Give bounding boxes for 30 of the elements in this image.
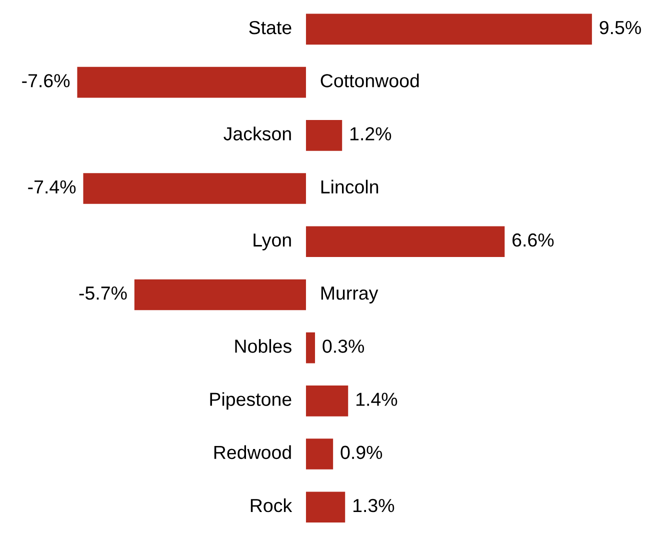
data-label: -7.4%	[28, 180, 76, 194]
bar	[306, 14, 592, 45]
data-label: 9.5%	[600, 20, 641, 34]
data-label: 1.2%	[350, 127, 392, 140]
bar	[77, 66, 306, 98]
y-tick-label: State	[249, 20, 292, 34]
bar	[83, 173, 306, 204]
data-label: -7.6%	[22, 74, 70, 88]
data-label: 0.9%	[340, 446, 382, 460]
bar	[306, 332, 316, 364]
data-label: 1.3%	[353, 498, 394, 512]
data-label: 6.6%	[512, 233, 554, 247]
bar	[306, 386, 348, 416]
data-label: -5.7%	[79, 286, 127, 300]
bar	[306, 438, 334, 470]
y-tick-label: Lyon	[254, 234, 291, 250]
data-label: 1.4%	[356, 392, 398, 406]
bar	[306, 120, 342, 151]
y-tick-label: Nobles	[235, 339, 292, 353]
bar	[134, 279, 306, 310]
bar	[306, 226, 505, 258]
y-tick-label: Jackson	[224, 126, 291, 140]
bar	[306, 492, 346, 523]
y-tick-label: Lincoln	[321, 180, 378, 194]
y-tick-label: Redwood	[214, 445, 291, 460]
y-tick-label: Rock	[250, 498, 292, 512]
y-tick-label: Cottonwood	[320, 74, 419, 88]
y-tick-label: Murray	[321, 286, 378, 304]
y-tick-label: Pipestone	[210, 392, 292, 410]
data-label: 0.3%	[322, 340, 364, 353]
